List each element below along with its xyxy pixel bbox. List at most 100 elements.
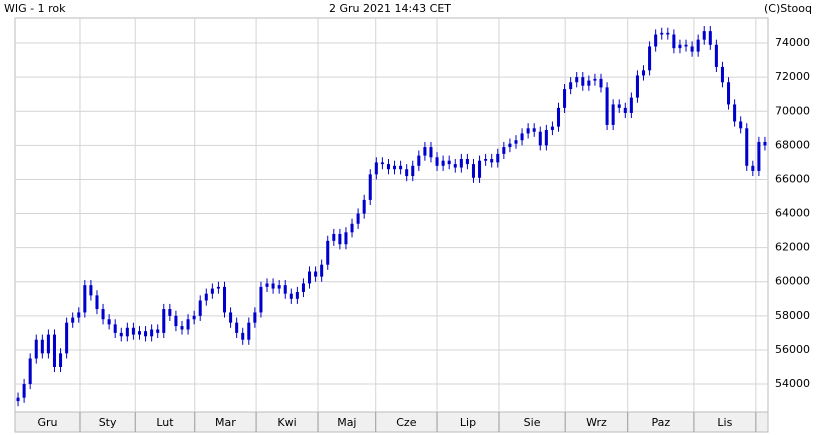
x-tick-label: Lip [460,416,476,429]
candle-body [28,358,32,385]
candle-body [484,158,488,161]
candle-body [763,141,767,146]
candle-body [587,80,591,86]
candle-body [216,286,220,289]
candle-body [259,286,263,313]
candle-body [380,162,384,165]
candle-body [168,309,172,316]
y-tick-label: 64000 [775,207,810,220]
candle-body [229,312,233,323]
y-tick-label: 72000 [775,70,810,83]
candle-body [150,329,154,337]
y-tick-label: 62000 [775,241,810,254]
candle-body [137,331,142,335]
candle-body [77,312,81,318]
candle-body [34,339,38,359]
candle-body [447,160,451,165]
candle-body [648,46,652,71]
candle-body [538,131,542,146]
candle-body [532,128,536,132]
candle-body [635,75,639,98]
candle-body [344,232,348,245]
candle-body [593,78,597,81]
candle-body [617,104,621,108]
candle-body [751,165,755,171]
candle-body [611,104,615,125]
candle-body [65,322,69,354]
candle-body [247,322,251,340]
candle-body [453,164,457,168]
candle-body [739,121,743,129]
candle-body [745,128,749,166]
candle-body [526,128,530,134]
candle-body [22,384,26,398]
candle-body [684,44,688,47]
candle-body [235,322,239,333]
candle-body [423,147,427,156]
candle-body [368,174,372,200]
candle-body [283,285,287,294]
candle-body [465,158,469,165]
candle-body [544,130,548,146]
candle-body [696,39,700,52]
x-tick-label: Mar [215,416,236,429]
x-axis-strip [14,411,769,433]
y-tick-label: 70000 [775,104,810,117]
candle-body [192,315,196,320]
candle-body [605,87,609,125]
chart-title: WIG - 1 rok [4,2,66,15]
candle-body [95,295,99,310]
candle-body [253,312,257,323]
candle-body [727,82,731,105]
candle-body [113,324,117,333]
candle-body [678,44,682,49]
x-tick-label: Kwi [277,416,296,429]
candle-body [350,223,354,233]
candle-body [326,240,330,265]
candle-body [101,309,105,320]
candle-body [320,264,324,277]
candle-body [16,397,20,402]
candle-body [222,286,227,313]
candle-body [720,66,724,83]
y-tick-label: 54000 [775,377,810,390]
candle-body [550,126,554,131]
candle-body [654,34,658,47]
candle-body [714,44,718,67]
candle-body [265,283,269,287]
x-tick-label: Cze [396,416,416,429]
y-tick-label: 68000 [775,138,810,151]
y-tick-label: 56000 [775,343,810,356]
candle-body [308,271,312,284]
candle-body [399,165,403,170]
candle-body [520,133,524,141]
candle-body [144,331,148,337]
candle-body [210,288,214,294]
candle-body [59,353,63,367]
candle-body [125,327,129,337]
candle-body [405,169,409,177]
x-tick-label: Paz [651,416,670,429]
candle-body [241,332,245,340]
candle-body [733,104,737,122]
candle-body [563,89,567,108]
candle-body [180,326,184,330]
candle-body [162,309,166,333]
candle-body [702,31,706,40]
x-tick-label: Wrz [586,416,607,429]
candle-body [40,339,44,354]
candle-body [289,293,293,299]
candle-body [666,32,670,35]
candle-body [374,162,378,175]
candle-body [46,334,50,354]
candle-body [295,291,299,299]
source: (C)Stooq [764,2,812,15]
candle-body [641,70,646,76]
y-tick-label: 60000 [775,275,810,288]
candle-body [186,319,190,330]
x-tick-label: Gru [37,416,57,429]
candle-body [107,319,111,325]
candle-body [386,164,390,170]
candle-body [411,165,415,177]
